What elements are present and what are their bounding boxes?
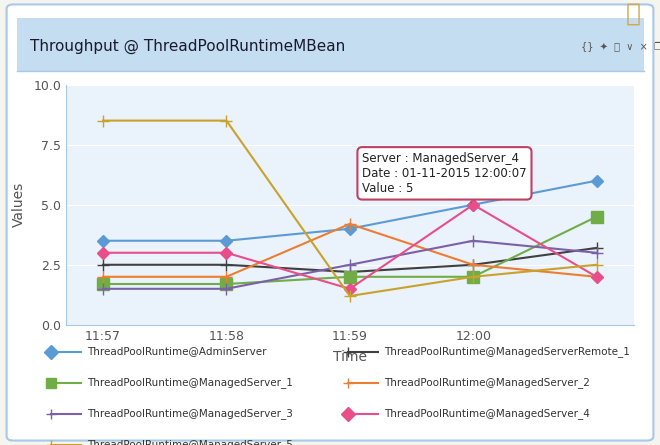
Text: ThreadPoolRuntime@ManagedServer_2: ThreadPoolRuntime@ManagedServer_2 xyxy=(384,377,590,388)
Text: ThreadPoolRuntime@ManagedServer_3: ThreadPoolRuntime@ManagedServer_3 xyxy=(87,409,293,419)
Text: ThreadPoolRuntime@ManagedServer_1: ThreadPoolRuntime@ManagedServer_1 xyxy=(87,377,293,388)
X-axis label: Time: Time xyxy=(333,350,367,364)
Text: 📌: 📌 xyxy=(626,1,641,25)
Text: ThreadPoolRuntime@ManagedServer_5: ThreadPoolRuntime@ManagedServer_5 xyxy=(87,440,293,445)
Text: {}  ✦  🖨  ∨  ×  ❐: {} ✦ 🖨 ∨ × ❐ xyxy=(581,42,660,52)
Y-axis label: Values: Values xyxy=(13,182,26,227)
FancyBboxPatch shape xyxy=(16,18,644,71)
Text: Throughput @ ThreadPoolRuntimeMBean: Throughput @ ThreadPoolRuntimeMBean xyxy=(30,39,345,54)
Text: Server : ManagedServer_4
Date : 01-11-2015 12:00:07
Value : 5: Server : ManagedServer_4 Date : 01-11-20… xyxy=(362,152,527,202)
Text: ThreadPoolRuntime@ManagedServerRemote_1: ThreadPoolRuntime@ManagedServerRemote_1 xyxy=(384,346,630,357)
Text: ThreadPoolRuntime@AdminServer: ThreadPoolRuntime@AdminServer xyxy=(87,347,267,356)
Text: ThreadPoolRuntime@ManagedServer_4: ThreadPoolRuntime@ManagedServer_4 xyxy=(384,409,590,419)
FancyBboxPatch shape xyxy=(7,4,653,441)
